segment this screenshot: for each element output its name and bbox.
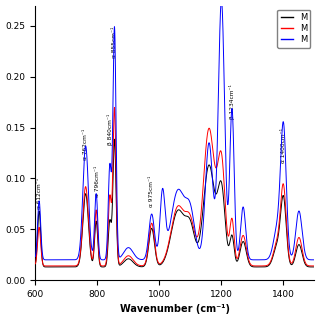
Text: α 1400cm⁻¹: α 1400cm⁻¹ xyxy=(281,128,286,163)
Text: α 975cm⁻¹: α 975cm⁻¹ xyxy=(149,176,154,207)
X-axis label: Wavenumber (cm⁻¹): Wavenumber (cm⁻¹) xyxy=(120,304,230,315)
Text: β 1234cm⁻¹: β 1234cm⁻¹ xyxy=(229,84,235,119)
Text: β 840cm⁻¹: β 840cm⁻¹ xyxy=(107,114,113,145)
Text: α 796cm⁻¹: α 796cm⁻¹ xyxy=(95,165,100,197)
Text: α 612cm⁻¹: α 612cm⁻¹ xyxy=(36,178,42,209)
Legend: M, M, M: M, M, M xyxy=(277,10,310,48)
Text: α 762cm⁻¹: α 762cm⁻¹ xyxy=(83,129,88,160)
Text: α 855cm⁻¹: α 855cm⁻¹ xyxy=(112,27,117,59)
